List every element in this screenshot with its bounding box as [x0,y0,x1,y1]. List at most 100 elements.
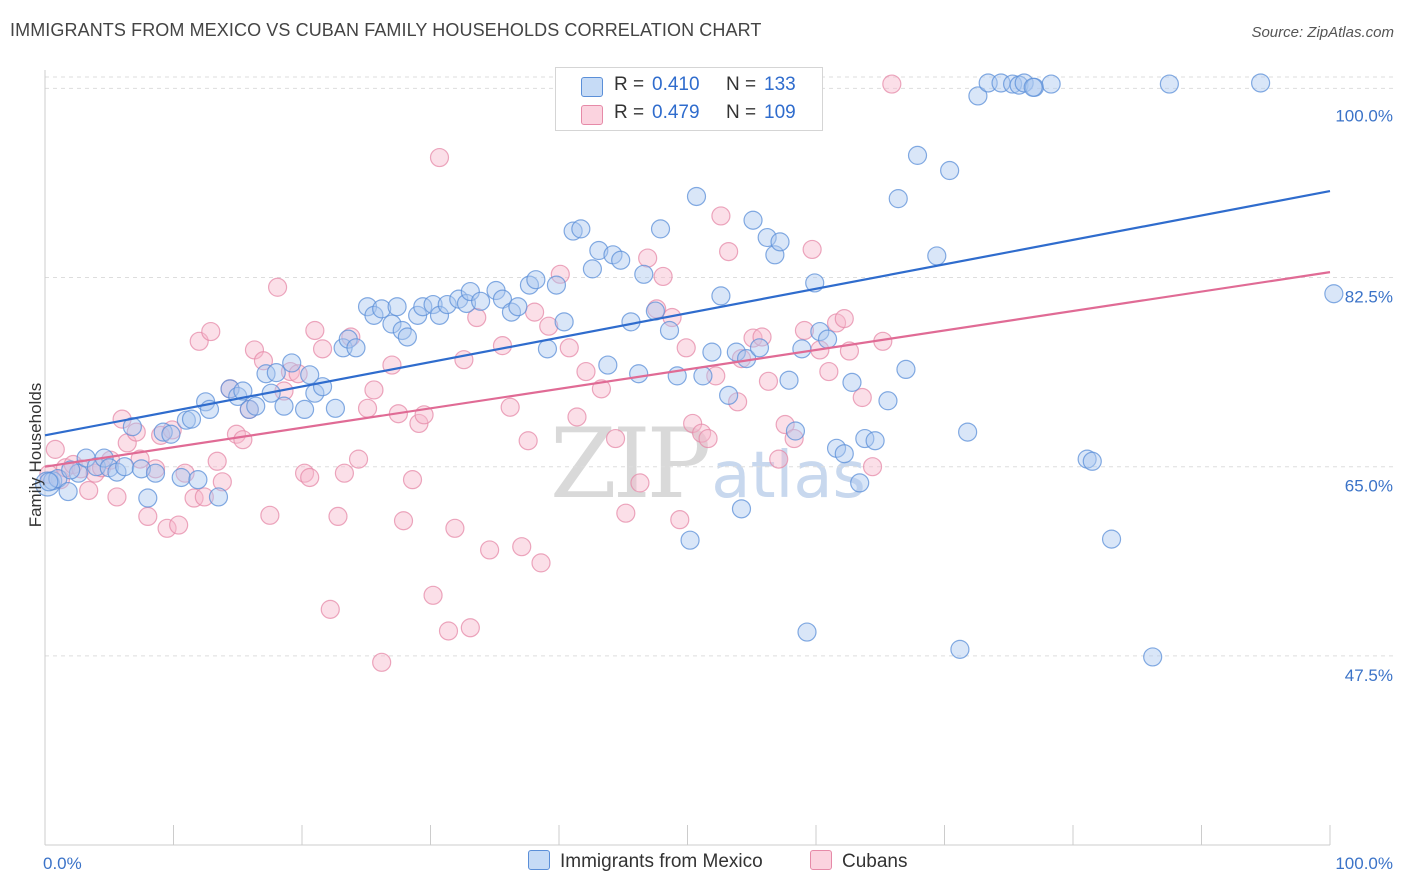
mexico-point [61,460,81,480]
cubans-point [605,428,626,449]
mexico-point [563,221,583,241]
cubans-point [630,473,650,493]
mexico-point [294,399,315,420]
mexico-point [39,472,59,492]
mexico-point [634,264,654,284]
mexico-point [842,372,862,392]
mexico-point [437,294,457,315]
mexico-point [429,305,450,325]
mexico-point [878,391,898,411]
cubans-point [145,459,166,479]
cubans-point [372,652,392,672]
legend-row-mexico: R = 0.410 N = 133 [556,72,822,102]
source-label: Source: ZipAtlas.com [1251,24,1394,41]
y-tick-label: 100.0% [1335,106,1393,125]
mexico-point [161,424,181,444]
cubans-point [334,463,355,483]
cubans-point [157,518,177,538]
mexico-point [680,530,700,550]
mexico-point [181,409,202,429]
mexico-point [554,312,574,332]
cubans-point [711,206,731,226]
cubans-point [445,518,465,538]
mexico-point [834,444,854,464]
mexico-point [382,314,402,334]
mexico-point [1082,451,1102,471]
mexico-point [153,422,173,442]
mexico-point [460,281,480,302]
mexico-point [785,421,806,441]
mexico-point [810,321,830,342]
cubans-point [775,414,795,435]
cubans-point [676,338,696,358]
mexico-point [501,302,522,322]
mexico-point [372,299,392,319]
cubans-point [138,506,158,527]
cubans-point [653,266,673,287]
cubans-point [126,422,146,442]
mexico-point [471,291,491,311]
mexico-point [743,210,763,230]
mexico-point [611,250,631,270]
legend-r-value: 0.479 [652,102,700,123]
mexico-point [1251,73,1271,93]
bottom-legend-swatch-cubans [810,850,832,870]
cubans-trend-line [44,271,1331,468]
cubans-point [151,425,171,445]
mexico-point [888,189,908,209]
cubans-point [524,302,545,322]
cubans-point [312,339,333,359]
cubans-point [393,511,414,531]
mexico-point [546,275,567,295]
cubans-point [638,248,658,268]
bottom-legend-label-cubans: Cubans [842,851,908,872]
mexico-point [131,459,151,479]
cubans-point [260,505,280,525]
legend-r-label: R = [614,102,645,123]
cubans-point [212,472,232,492]
mexico-point [659,320,680,341]
cubans-point [300,467,320,488]
mexico-point [233,381,253,401]
legend-n-label: N = [726,74,757,95]
cubans-point [518,431,538,451]
mexico-point [274,396,294,416]
cubans-point [802,239,822,260]
mexico-point [792,339,812,359]
cubans-point [719,241,739,262]
mexico-point [456,293,477,314]
cubans-point [194,487,214,507]
mexico-point [1143,647,1163,667]
mexico-point [58,481,78,502]
mexico-point [266,363,286,383]
x-tick-label: 0.0% [43,854,82,873]
cubans-point [460,618,480,638]
mexico-point [770,232,790,252]
cubans-point [591,379,612,399]
cubans-point [492,336,513,356]
cubans-point [207,451,227,471]
mexico-point [896,359,916,380]
cubans-point [480,540,500,560]
mexico-point [300,365,320,385]
mexico-point [1014,73,1034,93]
cubans-point [500,397,520,417]
mexico-point [508,297,528,317]
cubans-point [882,74,902,94]
cubans-point [550,264,570,284]
cubans-point [267,277,288,297]
cubans-point [834,309,854,329]
chart-title: IMMIGRANTS FROM MEXICO VS CUBAN FAMILY H… [10,20,762,40]
cubans-point [305,320,325,341]
cubans-point [467,307,487,328]
cubans-point [670,510,690,530]
bottom-legend-label-mexico: Immigrants from Mexico [560,851,763,872]
cubans-point [201,321,221,342]
y-tick-label: 82.5% [1345,288,1393,307]
mexico-point [346,338,366,358]
mexico-point [1159,74,1179,94]
cubans-point [539,316,559,336]
mexico-point [749,338,770,358]
mexico-point [145,463,166,483]
x-tick-label: 100.0% [1335,854,1393,873]
